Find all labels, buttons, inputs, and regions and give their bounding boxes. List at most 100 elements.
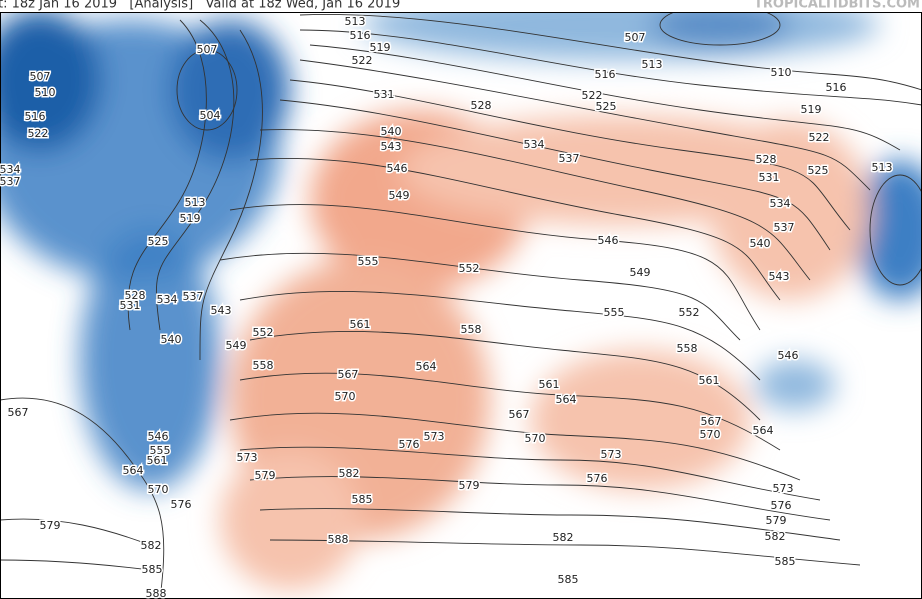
contour-label: 570 bbox=[525, 432, 546, 445]
contour-label: 549 bbox=[630, 266, 651, 279]
contour-label: 567 bbox=[701, 415, 722, 428]
contour-label: 504 bbox=[200, 109, 221, 122]
contour-label: 573 bbox=[237, 451, 258, 464]
contour-label: 558 bbox=[677, 342, 698, 355]
contour-label: 561 bbox=[699, 374, 720, 387]
contour-label: 534 bbox=[0, 163, 21, 176]
contour-label: 519 bbox=[180, 212, 201, 225]
contour-label: 513 bbox=[872, 161, 893, 174]
contour-label: 579 bbox=[766, 514, 787, 527]
contour-label: 507 bbox=[625, 31, 646, 44]
contour-label: 585 bbox=[142, 563, 163, 576]
contour-label: 507 bbox=[30, 70, 51, 83]
contour-label: 534 bbox=[157, 293, 178, 306]
contour-label: 576 bbox=[587, 472, 608, 485]
contour-label: 573 bbox=[601, 448, 622, 461]
contour-label: 567 bbox=[338, 368, 359, 381]
watermark: TROPICALTIDBITS.COM bbox=[754, 0, 920, 12]
contour-label: 537 bbox=[0, 175, 21, 188]
contour-label: 531 bbox=[374, 88, 395, 101]
contour-label: 507 bbox=[197, 43, 218, 56]
contour-label: 588 bbox=[146, 587, 167, 599]
contour-label: 540 bbox=[381, 125, 402, 138]
contour-label: 564 bbox=[123, 464, 144, 477]
contour-label: 573 bbox=[773, 482, 794, 495]
contour-label: 552 bbox=[459, 262, 480, 275]
contour-label: 540 bbox=[750, 237, 771, 250]
contour-label: 558 bbox=[253, 359, 274, 372]
contour-label: 534 bbox=[524, 138, 545, 151]
contour-label: 564 bbox=[556, 393, 577, 406]
contour-label: 567 bbox=[8, 406, 29, 419]
contour-label: 579 bbox=[459, 479, 480, 492]
contour-label: 537 bbox=[183, 290, 204, 303]
contour-label: 516 bbox=[25, 110, 46, 123]
contour-label: 522 bbox=[582, 89, 603, 102]
contour-label: 585 bbox=[775, 555, 796, 568]
contour-label: 519 bbox=[370, 41, 391, 54]
contour-label: 525 bbox=[148, 235, 169, 248]
contour-label: 555 bbox=[604, 306, 625, 319]
contour-label: 543 bbox=[381, 140, 402, 153]
contour-label: 585 bbox=[352, 493, 373, 506]
contour-label: 576 bbox=[399, 438, 420, 451]
contour-label: 549 bbox=[226, 339, 247, 352]
contour-label: 558 bbox=[461, 323, 482, 336]
height-contours bbox=[0, 12, 922, 599]
contour-label: 516 bbox=[826, 81, 847, 94]
contour-label: 528 bbox=[125, 289, 146, 302]
contour-label: 513 bbox=[642, 58, 663, 71]
contour-label: 516 bbox=[350, 29, 371, 42]
contour-label: 510 bbox=[35, 86, 56, 99]
contour-label: 582 bbox=[141, 539, 162, 552]
contour-label: 552 bbox=[253, 326, 274, 339]
contour-label: 546 bbox=[598, 234, 619, 247]
contour-label: 567 bbox=[509, 408, 530, 421]
contour-label: 576 bbox=[171, 498, 192, 511]
contour-label: 546 bbox=[148, 430, 169, 443]
contour-label: 585 bbox=[558, 573, 579, 586]
contour-label: 546 bbox=[387, 162, 408, 175]
contour-label: 525 bbox=[596, 100, 617, 113]
contour-label: 531 bbox=[120, 299, 141, 312]
contour-label: 573 bbox=[424, 430, 445, 443]
contour-label: 522 bbox=[28, 127, 49, 140]
header-left: t: 18z Jan 16 2019 [Analysis] Valid at 1… bbox=[0, 0, 400, 12]
contour-label: 552 bbox=[679, 306, 700, 319]
contour-label: 513 bbox=[345, 15, 366, 28]
contour-label: 555 bbox=[358, 255, 379, 268]
contour-label: 519 bbox=[801, 103, 822, 116]
contour-label: 561 bbox=[350, 318, 371, 331]
contour-label: 555 bbox=[150, 444, 171, 457]
contour-label: 570 bbox=[148, 483, 169, 496]
contour-label: 522 bbox=[809, 131, 830, 144]
contour-label: 561 bbox=[147, 454, 168, 467]
contour-label: 579 bbox=[255, 469, 276, 482]
contour-label: 549 bbox=[389, 189, 410, 202]
contour-label: 561 bbox=[539, 378, 560, 391]
contour-label: 570 bbox=[700, 428, 721, 441]
contour-label: 582 bbox=[339, 467, 360, 480]
contour-label: 516 bbox=[595, 68, 616, 81]
contour-label: 531 bbox=[759, 171, 780, 184]
contour-label: 540 bbox=[161, 333, 182, 346]
contour-label: 582 bbox=[553, 531, 574, 544]
contour-label: 582 bbox=[765, 530, 786, 543]
contour-label: 543 bbox=[211, 304, 232, 317]
contour-label: 564 bbox=[753, 424, 774, 437]
contour-label: 588 bbox=[328, 533, 349, 546]
contour-label: 537 bbox=[559, 152, 580, 165]
contour-label: 513 bbox=[185, 196, 206, 209]
contour-label: 528 bbox=[471, 99, 492, 112]
contour-label: 543 bbox=[769, 270, 790, 283]
contour-label: 537 bbox=[774, 221, 795, 234]
contour-label: 510 bbox=[771, 66, 792, 79]
contour-label: 528 bbox=[756, 153, 777, 166]
contour-label: 525 bbox=[808, 164, 829, 177]
contour-label: 534 bbox=[770, 197, 791, 210]
contour-label: 564 bbox=[416, 360, 437, 373]
contour-label: 546 bbox=[778, 349, 799, 362]
